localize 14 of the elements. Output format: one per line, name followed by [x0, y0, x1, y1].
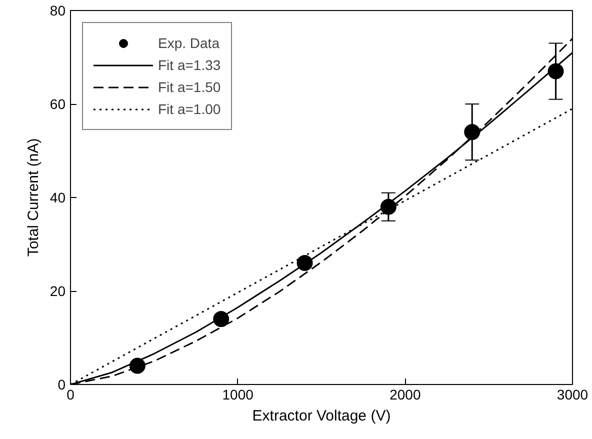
y-tick-label: 40: [50, 190, 66, 206]
y-tick-label: 0: [58, 376, 66, 392]
x-tick-label: 3000: [556, 386, 588, 402]
y-tick-label: 80: [50, 2, 66, 18]
legend-label: Fit a=1.50: [158, 79, 221, 95]
legend-label: Exp. Data: [158, 35, 220, 51]
y-tick-label: 60: [50, 96, 66, 112]
y-axis-title: Total Current (nA): [24, 138, 42, 257]
x-axis-title: Extractor Voltage (V): [252, 408, 391, 424]
legend-label: Fit a=1.00: [158, 101, 221, 117]
legend-label: Fit a=1.33: [158, 57, 221, 73]
x-tick-label: 2000: [390, 386, 421, 402]
y-tick-label: 20: [50, 283, 66, 299]
x-tick-label: 1000: [222, 386, 254, 402]
